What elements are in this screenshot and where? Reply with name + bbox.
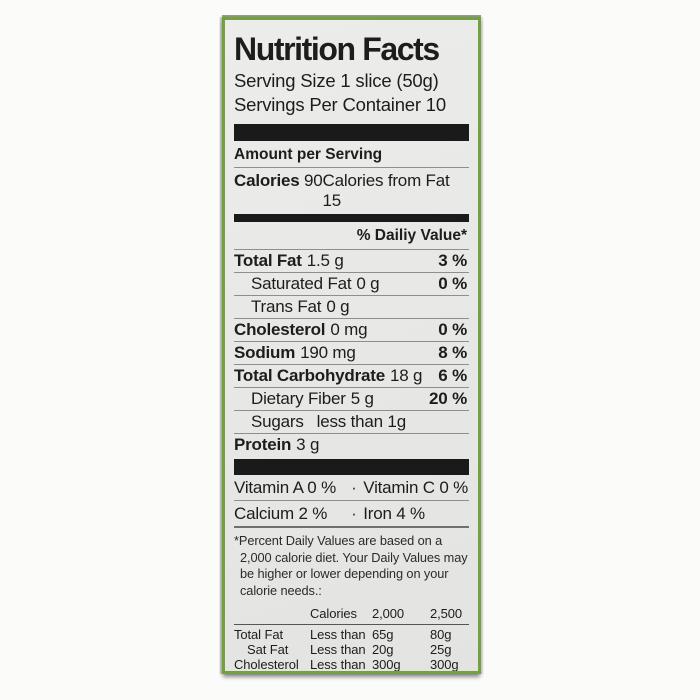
divider-bar-top xyxy=(234,124,469,141)
nutrient-percent: 3 % xyxy=(438,251,467,270)
amount-per-serving-heading: Amount per Serving xyxy=(234,141,469,168)
vitamin-c: Vitamin C 0 % xyxy=(363,478,469,497)
dv-row-2000: 2,400mg xyxy=(372,672,430,674)
nutrient-name: Cholesterol xyxy=(234,320,326,339)
nutrient-amount: less than 1g xyxy=(316,412,406,431)
label-title: Nutrition Facts xyxy=(234,31,440,67)
nutrient-name: Saturated Fat xyxy=(251,274,352,293)
nutrient-row: Sodium 190 mg 8 % xyxy=(234,341,469,364)
nutrient-row: Total Fat 1.5 g 3 % xyxy=(234,249,469,272)
nutrient-amount: 18 g xyxy=(390,366,423,385)
nutrient-row: Protein 3 g xyxy=(234,433,469,456)
nutrient-name: Total Fat xyxy=(234,251,302,270)
nutrient-name-amount: Dietary Fiber 5 g xyxy=(234,390,374,408)
nutrient-percent: 6 % xyxy=(438,366,467,385)
dv-table-row: Total Fat Less than 65g 80g xyxy=(234,627,469,642)
separator-dot: · xyxy=(351,504,357,523)
calories-label-value: Calories 90 xyxy=(234,171,323,191)
calories-from-fat: Calories from Fat 15 xyxy=(322,171,450,210)
dv-row-qualifier: Less than xyxy=(310,672,372,674)
dv-row-2000: 65g xyxy=(372,627,394,642)
nutrient-name-amount: Sugars less than 1g xyxy=(234,413,406,431)
nutrient-amount: 0 g xyxy=(326,297,350,316)
nutrient-name: Dietary Fiber xyxy=(251,389,346,408)
nutrient-percent: 0 % xyxy=(438,274,467,293)
dv-table-row: Sat Fat Less than 20g 25g xyxy=(234,642,469,657)
nutrient-name-amount: Sodium 190 mg xyxy=(234,344,356,362)
servings-per-container: Servings Per Container 10 xyxy=(234,94,446,115)
dv-row-2500: 2,400mg xyxy=(430,672,480,674)
iron: Iron 4 % xyxy=(363,504,425,523)
dv-header-2000: 2,000 xyxy=(372,606,405,621)
nutrient-name-amount: Total Carbohydrate 18 g xyxy=(234,367,422,385)
dv-table-row: Cholesterol Less than 300g 300g xyxy=(234,657,469,672)
vitamins-section: Vitamin A 0 % · Vitamin C 0 % Calcium 2 … xyxy=(234,475,469,528)
nutrient-row: Total Carbohydrate 18 g 6 % xyxy=(234,364,469,387)
dv-row-2500: 80g xyxy=(430,627,452,642)
dv-table-header: Calories 2,000 2,500 xyxy=(234,606,469,625)
serving-size: Serving Size 1 slice (50g) xyxy=(234,70,439,91)
calories-row: Calories 90 Calories from Fat 15 xyxy=(234,168,469,214)
calcium: Calcium 2 % xyxy=(234,504,328,523)
calories-label: Calories xyxy=(234,171,300,190)
footnote-text: *Percent Daily Values are based on a 2,0… xyxy=(234,533,468,598)
dv-row-2000: 20g xyxy=(372,642,394,657)
nutrient-name: Protein xyxy=(234,435,292,454)
dv-row-2500: 300g xyxy=(430,657,459,672)
dv-row-qualifier: Less than xyxy=(310,627,366,642)
dv-table-row: Sodium Less than 2,400mg 2,400mg xyxy=(234,672,469,674)
nutrient-amount: 0 g xyxy=(356,274,380,293)
divider-bar-bottom xyxy=(234,459,469,475)
dv-row-qualifier: Less than xyxy=(310,657,366,672)
divider-bar-mid xyxy=(234,214,469,222)
dv-header-calories: Calories xyxy=(310,606,357,621)
dv-row-name: Sodium xyxy=(234,672,310,674)
daily-value-heading: % Dailiy Value* xyxy=(356,227,467,244)
nutrient-amount: 0 mg xyxy=(330,320,368,339)
nutrient-name-amount: Trans Fat 0 g xyxy=(234,297,350,316)
nutrient-name-amount: Total Fat 1.5 g xyxy=(234,252,344,270)
nutrient-amount: 190 mg xyxy=(300,343,356,362)
nutrient-percent: 8 % xyxy=(438,343,467,362)
nutrient-name: Sodium xyxy=(234,343,296,362)
nutrient-row: Trans Fat 0 g xyxy=(234,295,469,318)
nutrient-amount: 3 g xyxy=(296,435,320,454)
nutrient-amount: 5 g xyxy=(350,389,374,408)
dv-header-2500: 2,500 xyxy=(430,606,463,621)
nutrient-percent: 0 % xyxy=(438,320,467,339)
dv-row-qualifier: Less than xyxy=(310,642,366,657)
nutrient-row: Cholesterol 0 mg 0 % xyxy=(234,318,469,341)
calories-value: 90 xyxy=(304,171,323,190)
nutrient-name-amount: Protein 3 g xyxy=(234,436,319,454)
nutrient-name: Total Carbohydrate xyxy=(234,366,385,385)
nutrient-name-amount: Saturated Fat 0 g xyxy=(234,274,380,293)
vitamin-row: Vitamin A 0 % · Vitamin C 0 % xyxy=(234,475,469,500)
dv-row-2500: 25g xyxy=(430,642,452,657)
nutrition-facts-label: Nutrition Facts Serving Size 1 slice (50… xyxy=(222,17,481,674)
nutrient-percent: 20 % xyxy=(429,389,467,408)
dv-row-name: Total Fat xyxy=(234,627,283,642)
dv-header-blank xyxy=(234,606,310,621)
nutrient-name: Trans Fat xyxy=(251,297,322,316)
nutrient-amount: 1.5 g xyxy=(306,251,344,270)
nutrient-name-amount: Cholesterol 0 mg xyxy=(234,320,368,339)
separator-dot: · xyxy=(351,478,357,497)
dv-row-name: Cholesterol xyxy=(234,657,299,672)
vitamin-row: Calcium 2 % · Iron 4 % xyxy=(234,500,469,526)
vitamin-a: Vitamin A 0 % xyxy=(234,478,336,497)
nutrient-row: Sugars less than 1g xyxy=(234,410,469,433)
dv-row-name: Sat Fat xyxy=(247,642,289,657)
nutrient-row: Saturated Fat 0 g 0 % xyxy=(234,272,469,295)
dv-row-2000: 300g xyxy=(372,657,401,672)
nutrient-name: Sugars xyxy=(251,412,304,431)
nutrient-row: Dietary Fiber 5 g 20 % xyxy=(234,387,469,410)
